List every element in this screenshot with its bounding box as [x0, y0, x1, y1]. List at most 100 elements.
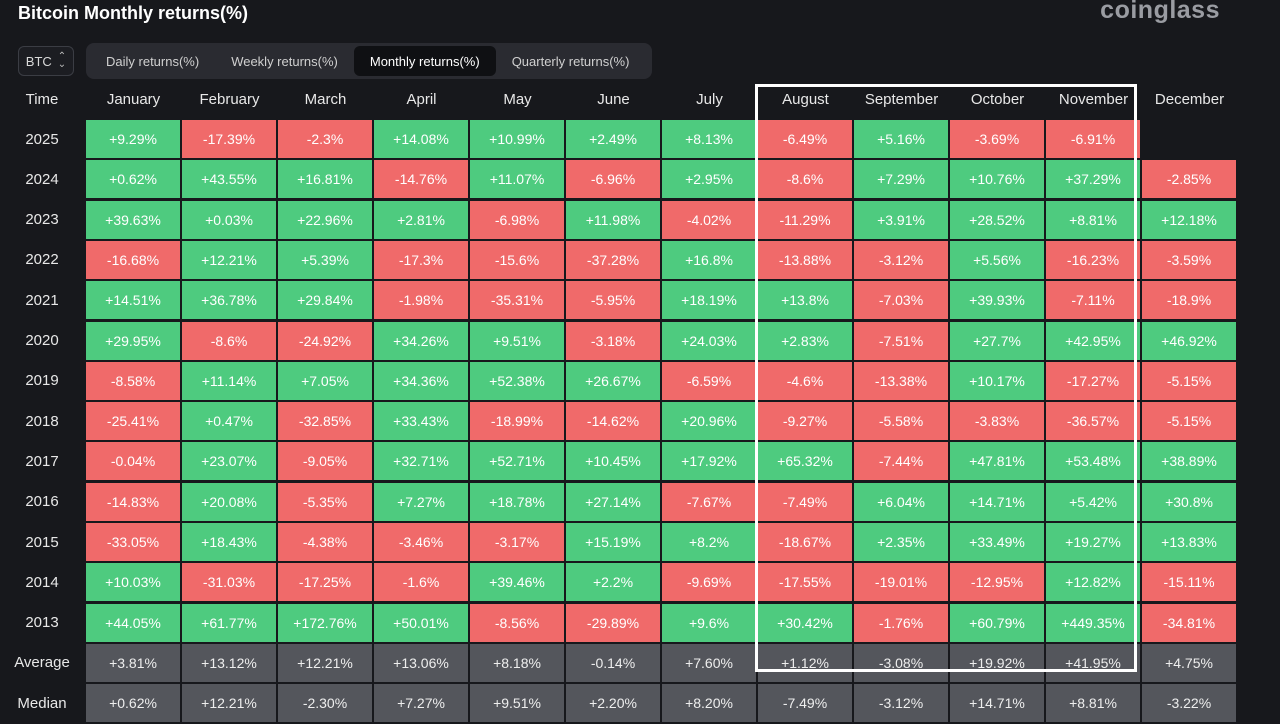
- return-cell: -5.95%: [566, 281, 660, 320]
- return-cell: -25.41%: [86, 402, 180, 441]
- return-cell: +29.95%: [86, 321, 180, 360]
- return-cell: -3.59%: [1142, 240, 1236, 279]
- return-cell: -29.89%: [566, 603, 660, 642]
- return-cell: +23.07%: [182, 442, 276, 481]
- return-cell: -7.11%: [1046, 281, 1140, 320]
- return-cell: -36.57%: [1046, 402, 1140, 441]
- row-label-year: 2021: [25, 291, 59, 309]
- stat-cell-median: -3.12%: [854, 684, 948, 723]
- tab-quarterly-returns[interactable]: Quarterly returns(%): [511, 53, 630, 69]
- return-cell: +10.99%: [470, 120, 564, 158]
- return-cell: -8.58%: [86, 361, 180, 400]
- return-cell: +38.89%: [1142, 442, 1236, 481]
- row-label-year: 2020: [25, 332, 59, 349]
- return-cell: +8.2%: [662, 523, 756, 561]
- stat-cell-median: -7.49%: [758, 684, 852, 723]
- return-cell: +14.51%: [86, 281, 180, 320]
- stat-cell-average: +13.06%: [374, 643, 468, 682]
- return-cell: +16.81%: [278, 160, 372, 199]
- return-cell: +33.49%: [950, 523, 1044, 561]
- column-header-july: July: [696, 90, 723, 108]
- stat-cell-average: +1.12%: [758, 643, 852, 682]
- return-cell: +5.39%: [278, 240, 372, 279]
- stat-cell-median: -2.30%: [278, 684, 372, 723]
- return-cell: -8.56%: [470, 603, 564, 642]
- return-cell: +2.35%: [854, 523, 948, 561]
- return-cell: +39.93%: [950, 281, 1044, 320]
- return-cell: +2.83%: [758, 321, 852, 360]
- stat-cell-average: -3.08%: [854, 643, 948, 682]
- column-header-august: August: [782, 90, 829, 108]
- stat-cell-average: +8.18%: [470, 643, 564, 682]
- return-cell: +27.14%: [566, 482, 660, 521]
- return-cell: -5.15%: [1142, 402, 1236, 441]
- return-cell: -5.35%: [278, 482, 372, 521]
- column-header-june: June: [597, 90, 630, 108]
- return-cell: +47.81%: [950, 442, 1044, 481]
- column-header-time: Time: [25, 90, 59, 108]
- stat-cell-average: +41.95%: [1046, 643, 1140, 682]
- return-cell: -11.29%: [758, 200, 852, 239]
- return-cell: -7.03%: [854, 281, 948, 320]
- return-cell: -6.91%: [1046, 120, 1140, 158]
- return-cell: +5.42%: [1046, 482, 1140, 521]
- return-cell: +33.43%: [374, 402, 468, 441]
- return-cell: +61.77%: [182, 603, 276, 642]
- return-cell: -14.62%: [566, 402, 660, 441]
- return-cell: -18.9%: [1142, 281, 1236, 320]
- column-header-january: January: [106, 90, 161, 108]
- return-cell: +9.6%: [662, 603, 756, 642]
- return-cell: +44.05%: [86, 603, 180, 642]
- return-cell: +14.71%: [950, 482, 1044, 521]
- column-header-november: November: [1058, 90, 1129, 108]
- return-cell: +32.71%: [374, 442, 468, 481]
- return-cell: +18.78%: [470, 482, 564, 521]
- symbol-select[interactable]: BTC ⌃ ⌄: [18, 46, 74, 76]
- return-cell: +34.36%: [374, 361, 468, 400]
- return-cell: +9.29%: [86, 120, 180, 158]
- return-cell: +37.29%: [1046, 160, 1140, 199]
- column-header-october: October: [970, 90, 1025, 108]
- return-cell: +46.92%: [1142, 321, 1236, 360]
- return-cell: +52.38%: [470, 361, 564, 400]
- return-cell: -19.01%: [854, 563, 948, 602]
- return-cell: -14.83%: [86, 482, 180, 521]
- return-cell: -1.98%: [374, 281, 468, 320]
- return-cell: +30.42%: [758, 603, 852, 642]
- return-cell: -17.55%: [758, 563, 852, 602]
- row-label-year: 2013: [25, 614, 59, 632]
- symbol-select-value: BTC: [25, 53, 52, 69]
- stat-cell-average: +4.75%: [1142, 643, 1236, 682]
- return-cell: +172.76%: [278, 603, 372, 642]
- return-cell: -18.67%: [758, 523, 852, 561]
- return-cell: -5.15%: [1142, 361, 1236, 400]
- return-cell: -14.76%: [374, 160, 468, 199]
- return-cell: -7.44%: [854, 442, 948, 481]
- row-label-year: 2015: [25, 533, 59, 551]
- return-cell: -3.12%: [854, 240, 948, 279]
- row-label-year: 2017: [25, 452, 59, 470]
- tab-monthly-returns[interactable]: Monthly returns(%): [353, 46, 496, 76]
- return-cell: +5.16%: [854, 120, 948, 158]
- return-cell: -16.23%: [1046, 240, 1140, 279]
- return-cell: -13.88%: [758, 240, 852, 279]
- return-cell: +11.98%: [566, 200, 660, 239]
- return-cell: -7.67%: [662, 482, 756, 521]
- return-cell: +11.14%: [182, 361, 276, 400]
- column-header-march: March: [304, 90, 347, 108]
- return-cell: -17.39%: [182, 120, 276, 158]
- return-cell: +18.19%: [662, 281, 756, 320]
- returns-tab-bar: Daily returns(%) Weekly returns(%) Month…: [86, 43, 652, 79]
- return-cell: -17.25%: [278, 563, 372, 602]
- return-cell: +50.01%: [374, 603, 468, 642]
- row-label-average: Average: [14, 654, 70, 672]
- return-cell: +20.08%: [182, 482, 276, 521]
- return-cell: +60.79%: [950, 603, 1044, 642]
- return-cell: -8.6%: [758, 160, 852, 199]
- tab-daily-returns[interactable]: Daily returns(%): [106, 53, 200, 69]
- tab-weekly-returns[interactable]: Weekly returns(%): [231, 53, 338, 69]
- page-title: Bitcoin Monthly returns(%): [18, 3, 248, 23]
- return-cell: +18.43%: [182, 523, 276, 561]
- return-cell: +16.8%: [662, 240, 756, 279]
- row-label-year: 2025: [25, 130, 59, 148]
